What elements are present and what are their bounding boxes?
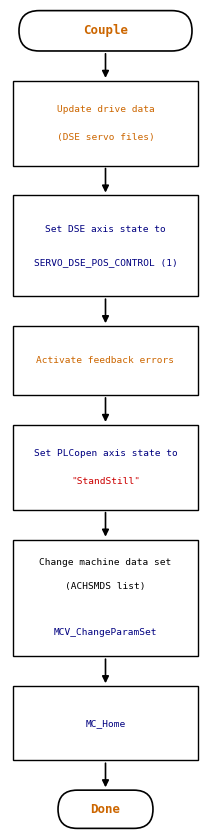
FancyBboxPatch shape (13, 326, 198, 395)
FancyBboxPatch shape (19, 11, 192, 51)
Text: "StandStill": "StandStill" (71, 477, 140, 486)
Text: Update drive data: Update drive data (57, 105, 154, 113)
FancyBboxPatch shape (58, 790, 153, 828)
Text: Change machine data set: Change machine data set (39, 559, 172, 567)
Text: SERVO_DSE_POS_CONTROL (1): SERVO_DSE_POS_CONTROL (1) (34, 258, 177, 267)
FancyBboxPatch shape (13, 686, 198, 760)
Text: Activate feedback errors: Activate feedback errors (37, 356, 174, 365)
Text: MCV_ChangeParamSet: MCV_ChangeParamSet (54, 628, 157, 638)
Text: (ACHSMDS list): (ACHSMDS list) (65, 581, 146, 591)
Text: Set PLCopen axis state to: Set PLCopen axis state to (34, 449, 177, 457)
Text: MC_Home: MC_Home (85, 719, 126, 727)
Text: Couple: Couple (83, 24, 128, 37)
FancyBboxPatch shape (13, 81, 198, 165)
FancyBboxPatch shape (13, 539, 198, 656)
Text: (DSE servo files): (DSE servo files) (57, 133, 154, 142)
Text: Set DSE axis state to: Set DSE axis state to (45, 225, 166, 233)
FancyBboxPatch shape (13, 425, 198, 510)
Text: Done: Done (91, 803, 120, 816)
FancyBboxPatch shape (13, 195, 198, 296)
